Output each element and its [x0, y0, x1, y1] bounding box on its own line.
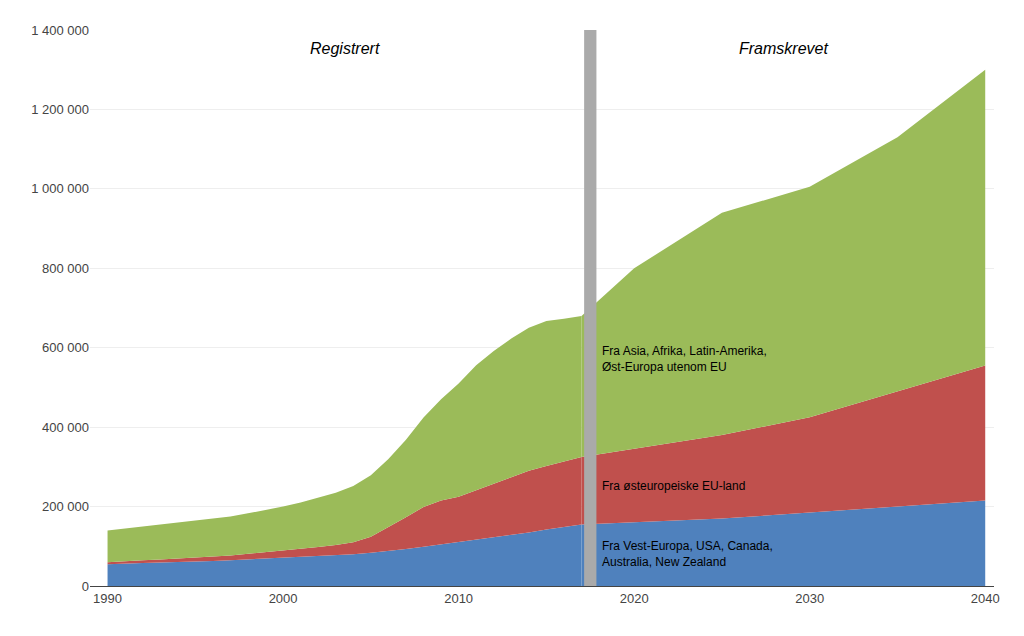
svg-text:200 000: 200 000 — [42, 499, 89, 514]
svg-text:2010: 2010 — [444, 591, 473, 606]
svg-text:1990: 1990 — [93, 591, 122, 606]
svg-text:1 400 000: 1 400 000 — [31, 23, 89, 38]
svg-text:1 200 000: 1 200 000 — [31, 102, 89, 117]
svg-text:800 000: 800 000 — [42, 261, 89, 276]
svg-text:2020: 2020 — [620, 591, 649, 606]
svg-text:Fra Asia, Afrika, Latin-Amerik: Fra Asia, Afrika, Latin-Amerika,Øst-Euro… — [602, 344, 767, 374]
svg-text:600 000: 600 000 — [42, 340, 89, 355]
svg-text:2030: 2030 — [795, 591, 824, 606]
svg-text:Framskrevet: Framskrevet — [739, 40, 828, 57]
svg-text:2040: 2040 — [971, 591, 1000, 606]
svg-text:1 000 000: 1 000 000 — [31, 181, 89, 196]
svg-text:2000: 2000 — [269, 591, 298, 606]
svg-text:Registrert: Registrert — [310, 40, 380, 57]
svg-text:0: 0 — [82, 579, 89, 594]
svg-text:Fra Vest-Europa, USA, Canada,A: Fra Vest-Europa, USA, Canada,Australia, … — [602, 539, 773, 569]
svg-text:Fra østeuropeiske EU-land: Fra østeuropeiske EU-land — [602, 479, 745, 493]
svg-text:400 000: 400 000 — [42, 420, 89, 435]
